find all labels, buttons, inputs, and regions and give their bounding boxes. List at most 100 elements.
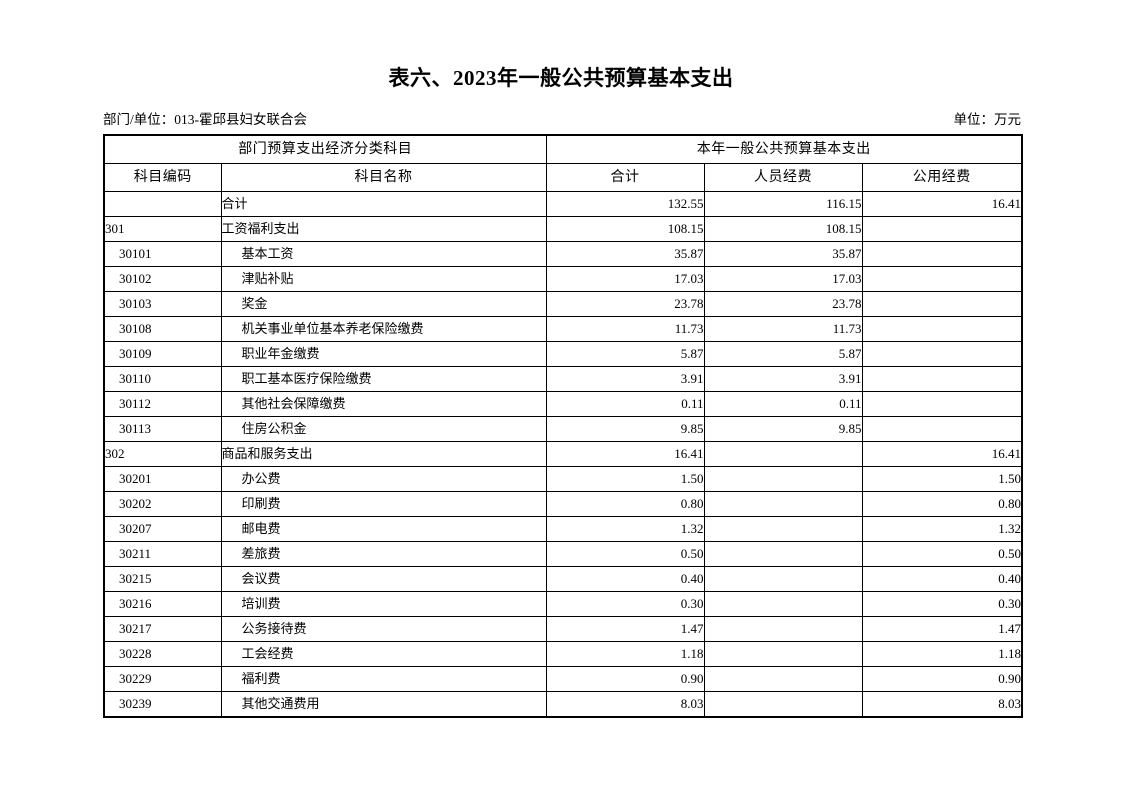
cell-subject-code: 30239 — [103, 691, 222, 718]
cell-subject-code — [103, 191, 222, 217]
cell-total: 0.90 — [545, 666, 705, 692]
cell-total: 23.78 — [545, 291, 705, 317]
cell-subject-name: 职业年金缴费 — [220, 341, 547, 367]
cell-public-expense: 0.90 — [861, 666, 1023, 692]
table-row: 合计 132.55 116.15 16.41 — [103, 191, 1023, 217]
cell-public-expense: 0.40 — [861, 566, 1023, 592]
table-header: 部门预算支出经济分类科目 本年一般公共预算基本支出 科目编码 科目名称 合计 人… — [103, 134, 1023, 192]
table-row: 30112 其他社会保障缴费 0.11 0.11 — [103, 391, 1023, 417]
cell-personnel-expense: 108.15 — [703, 216, 863, 242]
header-group-general-budget-expenditure: 本年一般公共预算基本支出 — [545, 134, 1023, 164]
cell-public-expense — [861, 341, 1023, 367]
cell-subject-code: 30113 — [103, 416, 222, 442]
cell-subject-code: 30108 — [103, 316, 222, 342]
table-row: 30216 培训费 0.30 0.30 — [103, 591, 1023, 617]
cell-personnel-expense: 0.11 — [703, 391, 863, 417]
table-row: 302 商品和服务支出 16.41 16.41 — [103, 441, 1023, 467]
cell-subject-code: 30102 — [103, 266, 222, 292]
table-row: 30103 奖金 23.78 23.78 — [103, 291, 1023, 317]
cell-personnel-expense: 116.15 — [703, 191, 863, 217]
cell-public-expense — [861, 391, 1023, 417]
cell-total: 108.15 — [545, 216, 705, 242]
cell-personnel-expense: 3.91 — [703, 366, 863, 392]
column-header-code: 科目编码 — [103, 163, 222, 192]
table-row: 30239 其他交通费用 8.03 8.03 — [103, 691, 1023, 718]
cell-subject-name: 奖金 — [220, 291, 547, 317]
cell-total: 1.18 — [545, 641, 705, 667]
cell-personnel-expense — [703, 616, 863, 642]
currency-unit-label: 单位：万元 — [953, 112, 1022, 127]
cell-personnel-expense — [703, 466, 863, 492]
cell-public-expense — [861, 316, 1023, 342]
cell-subject-name: 商品和服务支出 — [220, 441, 547, 467]
table-row: 30229 福利费 0.90 0.90 — [103, 666, 1023, 692]
cell-public-expense: 8.03 — [861, 691, 1023, 718]
cell-subject-name: 职工基本医疗保险缴费 — [220, 366, 547, 392]
budget-table: 部门预算支出经济分类科目 本年一般公共预算基本支出 科目编码 科目名称 合计 人… — [103, 134, 1023, 718]
cell-subject-code: 30216 — [103, 591, 222, 617]
document-meta: 部门/单位：013-霍邱县妇女联合会 单位：万元 — [103, 108, 1021, 128]
cell-total: 0.30 — [545, 591, 705, 617]
table-row: 30215 会议费 0.40 0.40 — [103, 566, 1023, 592]
cell-public-expense: 0.80 — [861, 491, 1023, 517]
cell-personnel-expense — [703, 566, 863, 592]
cell-total: 8.03 — [545, 691, 705, 718]
cell-personnel-expense: 5.87 — [703, 341, 863, 367]
cell-personnel-expense — [703, 491, 863, 517]
cell-personnel-expense: 23.78 — [703, 291, 863, 317]
cell-total: 0.11 — [545, 391, 705, 417]
table-row: 30201 办公费 1.50 1.50 — [103, 466, 1023, 492]
table-row: 30207 邮电费 1.32 1.32 — [103, 516, 1023, 542]
cell-public-expense — [861, 241, 1023, 267]
cell-total: 1.47 — [545, 616, 705, 642]
cell-subject-name: 培训费 — [220, 591, 547, 617]
table-row: 301 工资福利支出 108.15 108.15 — [103, 216, 1023, 242]
cell-public-expense: 0.30 — [861, 591, 1023, 617]
table-row: 30228 工会经费 1.18 1.18 — [103, 641, 1023, 667]
cell-personnel-expense: 9.85 — [703, 416, 863, 442]
cell-personnel-expense — [703, 666, 863, 692]
column-header-personnel: 人员经费 — [703, 163, 863, 192]
cell-personnel-expense: 11.73 — [703, 316, 863, 342]
cell-total: 5.87 — [545, 341, 705, 367]
cell-personnel-expense: 35.87 — [703, 241, 863, 267]
cell-subject-name: 基本工资 — [220, 241, 547, 267]
cell-total: 0.80 — [545, 491, 705, 517]
table-row: 30202 印刷费 0.80 0.80 — [103, 491, 1023, 517]
budget-table-container: 部门预算支出经济分类科目 本年一般公共预算基本支出 科目编码 科目名称 合计 人… — [103, 134, 1023, 718]
table-header-column-row: 科目编码 科目名称 合计 人员经费 公用经费 — [103, 163, 1023, 192]
cell-public-expense — [861, 291, 1023, 317]
cell-subject-code: 30101 — [103, 241, 222, 267]
cell-subject-code: 30201 — [103, 466, 222, 492]
table-row: 30101 基本工资 35.87 35.87 — [103, 241, 1023, 267]
cell-subject-code: 30207 — [103, 516, 222, 542]
cell-total: 0.50 — [545, 541, 705, 567]
cell-subject-name: 福利费 — [220, 666, 547, 692]
cell-subject-name: 邮电费 — [220, 516, 547, 542]
cell-total: 16.41 — [545, 441, 705, 467]
cell-total: 35.87 — [545, 241, 705, 267]
table-row: 30109 职业年金缴费 5.87 5.87 — [103, 341, 1023, 367]
cell-subject-code: 30202 — [103, 491, 222, 517]
cell-subject-name: 会议费 — [220, 566, 547, 592]
cell-subject-name: 工会经费 — [220, 641, 547, 667]
cell-subject-code: 30217 — [103, 616, 222, 642]
cell-personnel-expense — [703, 591, 863, 617]
cell-subject-name: 津贴补贴 — [220, 266, 547, 292]
table-body: 合计 132.55 116.15 16.41 301 工资福利支出 108.15 108.15… — [103, 191, 1023, 718]
cell-subject-code: 301 — [103, 216, 222, 242]
cell-public-expense — [861, 366, 1023, 392]
table-row: 30108 机关事业单位基本养老保险缴费 11.73 11.73 — [103, 316, 1023, 342]
table-row: 30217 公务接待费 1.47 1.47 — [103, 616, 1023, 642]
cell-personnel-expense — [703, 691, 863, 718]
cell-subject-name: 公务接待费 — [220, 616, 547, 642]
cell-subject-name: 机关事业单位基本养老保险缴费 — [220, 316, 547, 342]
cell-public-expense: 1.18 — [861, 641, 1023, 667]
cell-total: 17.03 — [545, 266, 705, 292]
page-title: 表六、2023年一般公共预算基本支出 — [388, 66, 734, 90]
cell-total: 1.32 — [545, 516, 705, 542]
cell-public-expense: 16.41 — [861, 441, 1023, 467]
cell-subject-code: 30112 — [103, 391, 222, 417]
cell-subject-name: 其他社会保障缴费 — [220, 391, 547, 417]
cell-total: 132.55 — [545, 191, 705, 217]
